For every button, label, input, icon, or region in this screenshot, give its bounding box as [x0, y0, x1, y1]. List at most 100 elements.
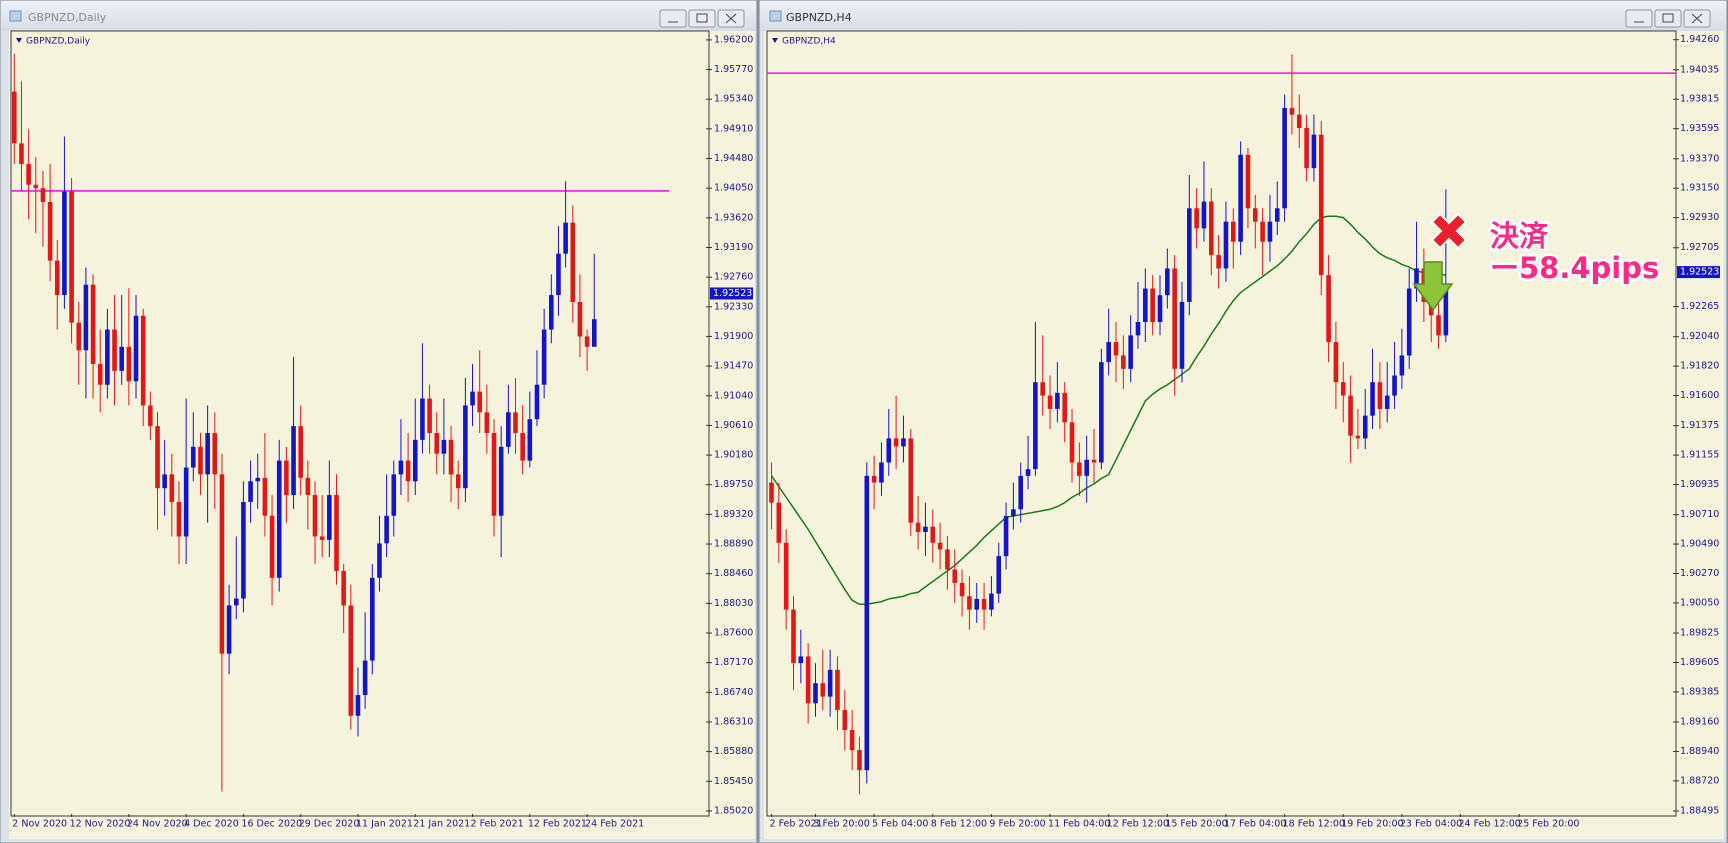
candle-body [1245, 154, 1251, 209]
candle-body [341, 570, 346, 606]
candle-body [1348, 395, 1353, 436]
candle-body [362, 660, 368, 696]
candle-body [262, 477, 268, 516]
y-tick-label: 1.85880 [714, 746, 753, 757]
candle-body [291, 426, 296, 496]
candle-body [348, 605, 354, 716]
candle-body [105, 329, 110, 385]
y-tick-label: 1.93815 [1680, 94, 1719, 105]
candle-body [820, 683, 826, 697]
candle-body [398, 460, 404, 475]
y-tick-label: 1.91900 [714, 331, 753, 342]
chart-background [764, 31, 1724, 839]
candle-body [97, 364, 103, 385]
candle-body [219, 474, 225, 654]
y-tick-label: 1.87600 [714, 628, 753, 639]
y-tick-label: 1.90710 [1680, 509, 1719, 520]
y-tick-label: 1.94260 [1680, 34, 1719, 45]
y-tick-label: 1.90050 [1680, 597, 1719, 608]
candle-body [434, 433, 440, 454]
maximize-button[interactable] [1654, 9, 1682, 28]
y-tick-label: 1.88890 [714, 539, 753, 550]
candle-body [798, 656, 804, 664]
candle-body [1143, 288, 1148, 322]
x-tick-label: 11 Feb 04:00 [1048, 819, 1110, 830]
y-tick-label: 1.92330 [714, 301, 753, 312]
candle-body [776, 502, 782, 543]
candle-body [248, 481, 253, 502]
candle-body [1209, 201, 1214, 256]
candle-body [1274, 208, 1280, 222]
y-tick-label: 1.89605 [1680, 657, 1719, 668]
candle-body [827, 669, 833, 697]
close-icon [725, 13, 737, 24]
x-tick-label: 24 Feb 12:00 [1459, 819, 1521, 830]
candle-body [857, 750, 862, 771]
candle-body [305, 477, 311, 496]
candle-body [556, 253, 561, 296]
candle-body [1414, 268, 1419, 289]
candle-body [989, 593, 994, 610]
candle-body [1128, 335, 1133, 369]
price-tag-label: 1.92523 [1680, 267, 1719, 278]
y-tick-label: 1.91040 [714, 390, 753, 401]
candle-body [1077, 462, 1082, 476]
candle-body [1282, 107, 1287, 209]
y-tick-label: 1.96200 [714, 34, 753, 45]
minimize-button[interactable] [1625, 9, 1653, 28]
x-tick-label: 29 Dec 2020 [299, 819, 360, 830]
x-tick-label: 24 Feb 2021 [585, 819, 644, 830]
y-tick-label: 1.89825 [1680, 628, 1719, 639]
candle-body [1289, 107, 1295, 115]
candle-body [148, 405, 153, 427]
price-tag-label: 1.92523 [713, 288, 752, 299]
chart-background [9, 31, 755, 839]
candle-body [162, 474, 167, 489]
y-tick-label: 1.94035 [1680, 64, 1719, 75]
candle-body [405, 460, 411, 482]
maximize-icon [696, 13, 708, 23]
x-tick-label: 18 Feb 12:00 [1283, 819, 1345, 830]
x-tick-label: 16 Dec 2020 [241, 819, 302, 830]
candle-body [455, 474, 461, 489]
x-tick-label: 17 Feb 04:00 [1224, 819, 1286, 830]
candle-body [412, 439, 418, 482]
y-tick-label: 1.88460 [714, 568, 753, 579]
symbol-arrow [16, 38, 22, 43]
x-tick-label: 8 Feb 12:00 [931, 819, 987, 830]
minimize-button[interactable] [659, 9, 687, 28]
window-buttons[interactable] [659, 9, 745, 28]
candle-body [1172, 268, 1177, 369]
candle-body [805, 656, 811, 704]
candle-body [541, 329, 547, 385]
candle-body [864, 475, 870, 771]
candle-body [19, 143, 24, 165]
y-tick-label: 1.90180 [714, 450, 753, 461]
candle-body [1113, 342, 1119, 356]
chart-label: GBPNZD,H4 [782, 37, 836, 47]
x-tick-label: 2 Nov 2020 [12, 819, 67, 830]
candle-body [945, 549, 950, 570]
candle-body [527, 419, 533, 461]
window-buttons[interactable] [1625, 9, 1711, 28]
candle-body [813, 683, 818, 704]
y-tick-label: 1.89385 [1680, 686, 1719, 697]
candle-body [12, 91, 17, 144]
y-tick-label: 1.91155 [1680, 450, 1719, 461]
candle-body [327, 495, 332, 540]
candle-body [83, 284, 89, 351]
candle-body [1040, 382, 1046, 396]
candle-body [1392, 375, 1397, 396]
window-title: GBPNZD,H4 [786, 11, 852, 24]
y-tick-label: 1.95340 [714, 94, 753, 105]
candle-body [915, 522, 921, 533]
candle-body [183, 467, 189, 537]
candle-body [549, 295, 554, 330]
candle-body [76, 322, 82, 351]
candle-body [241, 501, 246, 599]
candle-body [1047, 395, 1053, 409]
candle-body [212, 433, 218, 475]
maximize-button[interactable] [688, 9, 716, 28]
